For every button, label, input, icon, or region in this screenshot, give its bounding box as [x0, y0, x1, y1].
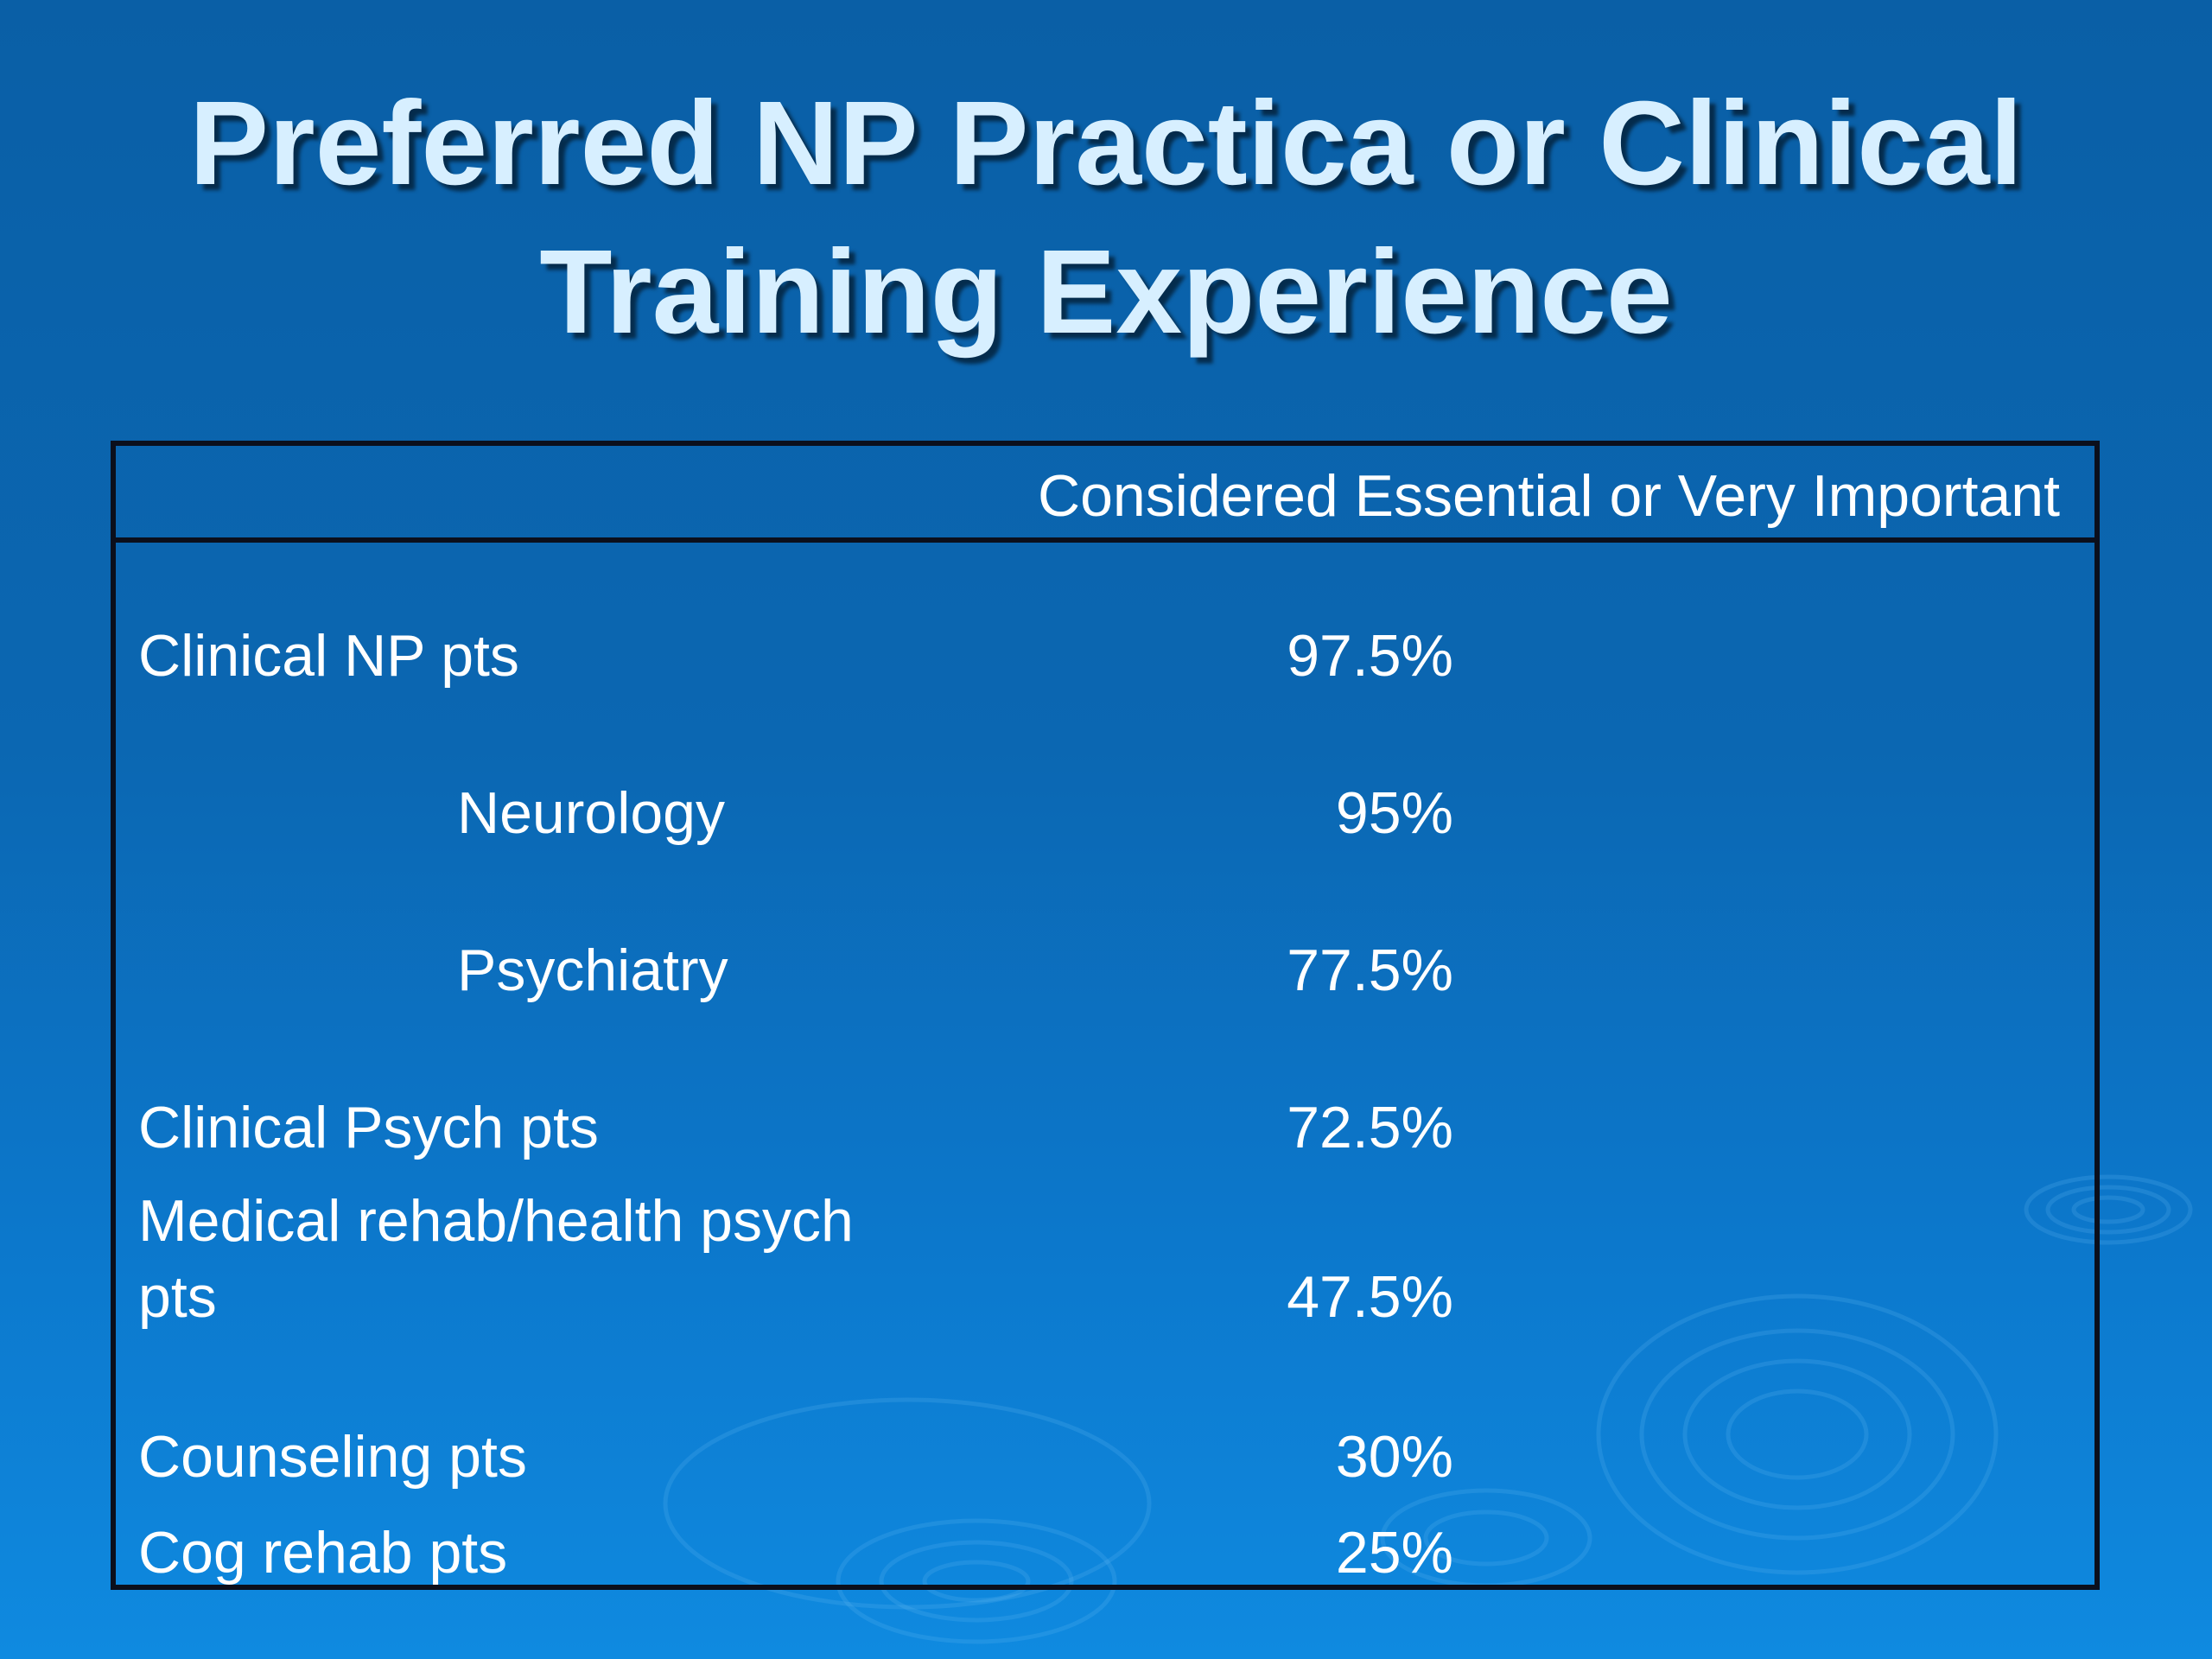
row-value: 97.5%: [1287, 623, 1453, 689]
row-label: Psychiatry: [457, 938, 728, 1003]
row-value: 72.5%: [1287, 1095, 1453, 1160]
row-label: Clinical NP pts: [138, 623, 519, 689]
row-label: Cog rehab pts: [138, 1520, 508, 1586]
slide-title: Preferred NP Practica or Clinical Traini…: [0, 69, 2212, 366]
slide-title-line-2: Training Experience: [539, 226, 1673, 359]
column-header-label: Considered Essential or Very Important: [1037, 463, 2060, 529]
row-value: 95%: [1335, 780, 1453, 846]
row-label-line-1: Medical rehab/health psych: [138, 1188, 854, 1254]
table-row: Medical rehab/health psych pts 47.5%: [116, 1184, 2094, 1339]
row-value: 47.5%: [1287, 1264, 1453, 1330]
row-value: 77.5%: [1287, 938, 1453, 1003]
row-value: 30%: [1335, 1424, 1453, 1490]
row-label: Clinical Psych pts: [138, 1095, 599, 1160]
table-header-row: Considered Essential or Very Important: [116, 446, 2094, 543]
row-value: 25%: [1335, 1520, 1453, 1586]
row-label: Counseling pts: [138, 1424, 527, 1490]
slide-title-line-1: Preferred NP Practica or Clinical: [188, 77, 2024, 210]
results-table: Considered Essential or Very Important C…: [111, 441, 2100, 1590]
row-label: Neurology: [457, 780, 725, 846]
row-label-line-2: pts: [138, 1264, 217, 1330]
